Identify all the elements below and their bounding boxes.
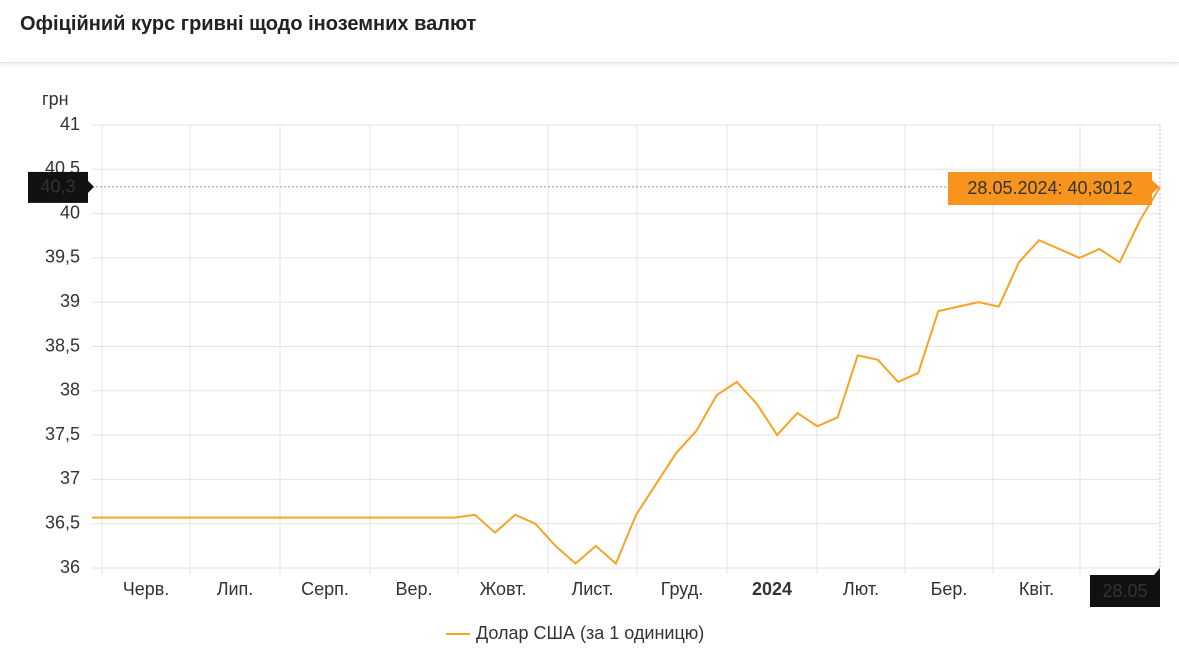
crosshair-x-arrow bbox=[1154, 568, 1160, 575]
y-tick-label: 38,5 bbox=[45, 335, 80, 355]
chart-title: Офіційний курс гривні щодо іноземних вал… bbox=[20, 13, 477, 35]
x-tick-label: Груд. bbox=[661, 579, 703, 599]
y-tick-label: 40 bbox=[60, 202, 80, 222]
x-tick-label: Лист. bbox=[571, 579, 613, 599]
y-tick-label: 39 bbox=[60, 291, 80, 311]
tooltip: 28.05.2024: 40,3012 bbox=[967, 178, 1132, 198]
y-tick-label: 38 bbox=[60, 380, 80, 400]
y-unit: грн bbox=[42, 89, 69, 109]
crosshair-x-box bbox=[1090, 575, 1160, 607]
x-tick-label: Квіт. bbox=[1019, 579, 1054, 599]
y-tick-label: 36 bbox=[60, 557, 80, 577]
x-tick-label: Бер. bbox=[931, 579, 968, 599]
crosshair-y-arrow bbox=[88, 180, 94, 193]
x-tick-label: Серп. bbox=[301, 579, 349, 599]
y-tick-label: 37,5 bbox=[45, 424, 80, 444]
crosshair-y-label: 40,3 bbox=[40, 177, 75, 197]
tooltip-arrow bbox=[1152, 179, 1159, 194]
x-tick-label: Жовт. bbox=[480, 579, 527, 599]
x-tick-label: Черв. bbox=[123, 579, 170, 599]
x-tick-label: 2024 bbox=[752, 579, 792, 599]
y-tick-label: 37 bbox=[60, 468, 80, 488]
y-tick-label: 36,5 bbox=[45, 512, 80, 532]
x-tick-label: Вер. bbox=[395, 579, 432, 599]
line bbox=[92, 186, 1161, 566]
header: Офіційний курс гривні щодо іноземних вал… bbox=[0, 0, 1179, 63]
crosshair-y-box bbox=[28, 171, 88, 203]
crosshair-x-label: 28.05 bbox=[1102, 581, 1147, 601]
y-tick-label: 39,5 bbox=[45, 247, 80, 267]
x-tick-label: Лют. bbox=[843, 579, 879, 599]
legend-label: Долар США (за 1 одиницю) bbox=[476, 623, 704, 643]
y-tick-label: 41 bbox=[60, 114, 80, 134]
tooltip-box bbox=[948, 172, 1152, 205]
x-tick-label: Лип. bbox=[217, 579, 254, 599]
